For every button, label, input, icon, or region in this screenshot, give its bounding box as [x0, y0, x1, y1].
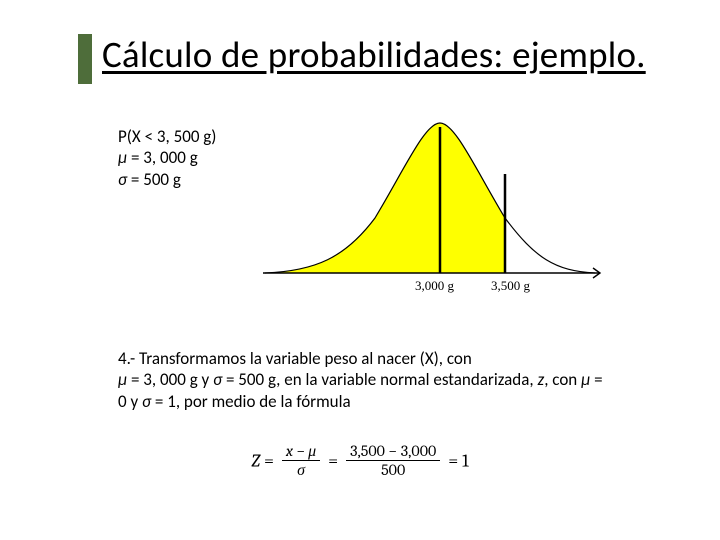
mu-symbol-3: μ: [581, 369, 590, 390]
formula-frac2: 3,500 − 3,000 500: [346, 442, 440, 480]
mu-symbol-2: μ: [118, 369, 127, 390]
formula-block: Z = x − μ σ = 3,500 − 3,000 500 = 1: [0, 442, 720, 480]
sigma-symbol: σ: [118, 169, 127, 190]
frac1-num: x − μ: [282, 442, 320, 461]
chart-svg: [255, 108, 605, 293]
body-paragraph: 4.- Transformamos la variable peso al na…: [118, 348, 638, 412]
t4: = 500 g, en la variable normal estandari…: [222, 369, 537, 390]
sigma-value: = 500 g: [127, 169, 181, 190]
mu-value: = 3, 000 g: [127, 147, 198, 168]
param-sigma: σ = 500 g: [118, 169, 216, 190]
frac2-den: 500: [377, 461, 409, 479]
xlabel-mean: 3,000 g: [415, 278, 454, 294]
body-line1: 4.- Transformamos la variable peso al na…: [118, 348, 638, 369]
formula-eq2: =: [328, 450, 342, 471]
sigma-symbol-3: σ: [142, 391, 151, 412]
body-line3: 0 y σ = 1, por medio de la fórmula: [118, 391, 638, 412]
t2: = 3, 000 g y: [127, 369, 213, 390]
page-title: Cálculo de probabilidades: ejemplo.: [102, 32, 646, 77]
formula: Z = x − μ σ = 3,500 − 3,000 500 = 1: [251, 442, 468, 480]
param-mu: μ = 3, 000 g: [118, 147, 216, 168]
normal-distribution-chart: 3,000 g 3,500 g: [255, 108, 605, 318]
slide: Cálculo de probabilidades: ejemplo. P(X …: [0, 0, 720, 540]
formula-eq1: =: [264, 450, 278, 471]
sigma-symbol-2: σ: [213, 369, 222, 390]
formula-lhs: Z: [251, 450, 260, 471]
body-line2: μ = 3, 000 g y σ = 500 g, en la variable…: [118, 369, 638, 390]
formula-rhs: = 1: [448, 450, 468, 471]
mu-symbol: μ: [118, 147, 127, 168]
parameters-block: P(X < 3, 500 g) μ = 3, 000 g σ = 500 g: [118, 126, 216, 190]
frac1-den: σ: [293, 461, 309, 479]
t8: =: [590, 369, 602, 390]
formula-frac1: x − μ σ: [282, 442, 320, 480]
t9: 0 y: [118, 391, 142, 412]
t11: = 1, por medio de la fórmula: [151, 391, 351, 412]
accent-bar: [78, 34, 92, 84]
t6: , con: [544, 369, 581, 390]
chart-fill: [265, 123, 505, 273]
xlabel-cutoff: 3,500 g: [491, 278, 530, 294]
frac2-num: 3,500 − 3,000: [346, 442, 440, 461]
param-p: P(X < 3, 500 g): [118, 126, 216, 147]
